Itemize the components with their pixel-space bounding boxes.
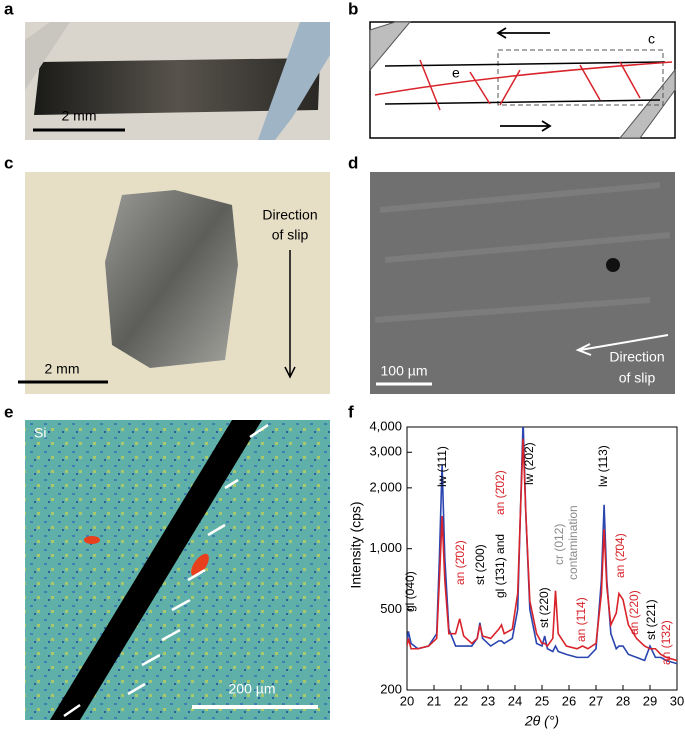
annotation: Direction [609, 349, 664, 365]
y-tick-label: 2,000 [369, 479, 402, 494]
plot-area [407, 427, 677, 665]
peak-label: contamination [566, 505, 580, 580]
x-tick-label: 30 [670, 693, 684, 708]
annotation: of slip [272, 227, 309, 243]
x-tick-label: 25 [535, 693, 549, 708]
peak-label: cr (012) [552, 524, 566, 565]
grain [84, 536, 100, 544]
pit [606, 258, 620, 272]
slip-arrows [496, 27, 552, 132]
y-tick-label: 1,000 [369, 540, 402, 555]
x-tick-label: 24 [508, 693, 522, 708]
x-tick-label: 23 [481, 693, 495, 708]
arrows [63, 423, 269, 718]
inset-label: c [648, 31, 655, 47]
panel-letter: f [348, 402, 354, 421]
peak-label: gl (040) [403, 571, 417, 612]
x-tick-label: 22 [454, 693, 468, 708]
annotation: Direction [262, 207, 317, 223]
x-tick-label: 26 [562, 693, 576, 708]
texture [374, 182, 671, 323]
peak-label: lw (202) [522, 442, 536, 485]
holder [618, 68, 676, 139]
peak-label: an (1̄14) [574, 597, 588, 642]
peak-label: an (2̄02) [453, 540, 467, 585]
peak-label: gl (1̄31) and [493, 534, 507, 598]
fault-gouge [50, 420, 262, 720]
sample-fragment [105, 190, 238, 368]
inset-label: e [452, 65, 460, 81]
peak-label: lw (111) [435, 446, 449, 487]
peak-label: an (1̄32) [659, 620, 673, 665]
holder [258, 22, 330, 140]
peak-label: an (2̄02) [493, 470, 507, 515]
fractures [374, 59, 673, 111]
peak-label: lw (113) [596, 445, 610, 487]
peak-label: an (2̄04) [613, 533, 627, 578]
scale-label: 2 mm [62, 108, 97, 124]
xrd-pattern [407, 438, 677, 662]
annotation: of slip [619, 370, 656, 386]
slip-arrow [575, 334, 669, 356]
y-tick-label: 4,000 [369, 418, 402, 433]
holder [369, 21, 412, 72]
sample-band [34, 58, 320, 115]
peak-label: an (220) [627, 590, 641, 635]
panel-letter: b [348, 0, 358, 18]
x-tick-label: 29 [643, 693, 657, 708]
scale-label: 2 mm [45, 361, 80, 377]
panel-letter: d [348, 153, 358, 172]
panel-letter: c [4, 153, 13, 172]
schematic-frame [369, 21, 676, 139]
holder [25, 22, 70, 90]
y-tick-label: 200 [380, 681, 402, 696]
scale-label: 200 µm [229, 681, 276, 697]
grain [191, 553, 209, 577]
element-label: Si [34, 425, 46, 441]
slip-arrow [284, 250, 296, 379]
x-tick-label: 28 [616, 693, 630, 708]
y-axis-label: Intensity (cps) [348, 501, 364, 588]
y-tick-label: 500 [380, 601, 402, 616]
scale-label: 100 µm [381, 363, 428, 379]
peak-label: st (200) [473, 544, 487, 585]
x-tick-label: 27 [589, 693, 603, 708]
peak-label: st (220) [537, 587, 551, 628]
x-axis-label: 2θ (°) [524, 713, 559, 729]
sample-edge [384, 61, 666, 105]
panel-letter: e [4, 402, 13, 421]
x-tick-label: 20 [400, 693, 414, 708]
x-tick-label: 21 [427, 693, 441, 708]
peak-label: st (221) [644, 599, 658, 640]
y-tick-label: 3,000 [369, 444, 402, 459]
eds-map [25, 420, 330, 720]
panel-letter: a [4, 0, 14, 18]
